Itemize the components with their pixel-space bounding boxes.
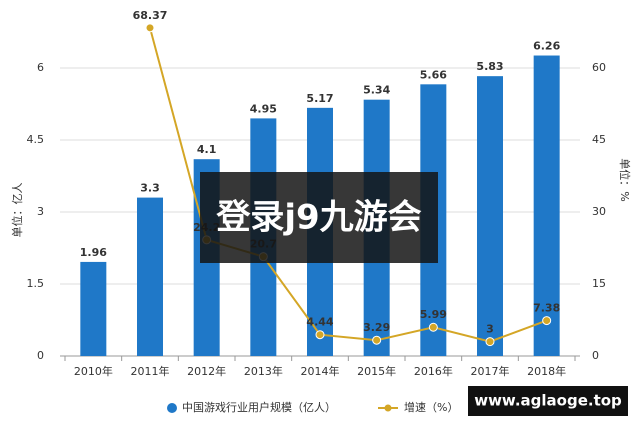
x-tick-label: 2016年 <box>414 364 453 378</box>
x-tick-label: 2014年 <box>301 364 340 378</box>
bar-label: 5.17 <box>306 92 333 105</box>
site-text: www.aglaoge.top <box>474 392 622 410</box>
y-axis-label: 单位：亿人 <box>10 183 24 238</box>
y2-tick-label: 30 <box>592 205 606 218</box>
legend-swatch <box>167 403 177 413</box>
y-tick-label: 1.5 <box>27 277 45 290</box>
bar-label: 5.66 <box>420 68 447 81</box>
x-tick-label: 2013年 <box>244 364 283 378</box>
growth-label: 3 <box>486 323 494 336</box>
y-tick-label: 0 <box>37 349 44 362</box>
growth-point <box>372 335 382 345</box>
legend-swatch <box>384 404 392 412</box>
bar <box>477 76 503 356</box>
x-tick-label: 2017年 <box>471 364 510 378</box>
growth-point <box>428 322 438 332</box>
banner-text: 登录j9九游会 <box>215 198 421 238</box>
legend-label: 增速（%） <box>404 400 458 414</box>
x-tick-label: 2012年 <box>187 364 226 378</box>
y-tick-label: 6 <box>37 61 44 74</box>
y-tick-label: 3 <box>37 205 44 218</box>
growth-label: 5.99 <box>420 308 447 321</box>
bar-label: 1.96 <box>80 246 107 259</box>
bar-label: 5.83 <box>476 60 503 73</box>
bar-label: 3.3 <box>140 182 160 195</box>
y2-tick-label: 60 <box>592 61 606 74</box>
bar-label: 5.34 <box>363 84 390 97</box>
y-tick-label: 4.5 <box>27 133 45 146</box>
bar-label: 4.1 <box>197 143 217 156</box>
y2-axis-label: 单位：% <box>618 158 632 201</box>
bar <box>533 55 560 357</box>
y2-tick-label: 0 <box>592 349 599 362</box>
bar <box>80 261 107 356</box>
growth-point <box>542 316 552 326</box>
bar-label: 4.95 <box>250 102 277 115</box>
x-tick-label: 2015年 <box>357 364 396 378</box>
growth-label: 4.44 <box>306 316 333 329</box>
site-box <box>468 386 628 416</box>
y2-tick-label: 45 <box>592 133 606 146</box>
growth-point <box>485 337 495 347</box>
x-tick-label: 2011年 <box>131 364 170 378</box>
banner-box <box>200 172 438 263</box>
legend-label: 中国游戏行业用户规模（亿人） <box>182 400 336 414</box>
growth-point <box>315 330 325 340</box>
growth-point <box>145 23 155 33</box>
growth-label: 68.37 <box>133 9 168 22</box>
y2-tick-label: 15 <box>592 277 606 290</box>
bar-label: 6.26 <box>533 40 560 53</box>
x-tick-label: 2010年 <box>74 364 113 378</box>
x-tick-label: 2018年 <box>527 364 566 378</box>
growth-label: 7.38 <box>533 302 560 315</box>
growth-label: 3.29 <box>363 321 390 334</box>
bar <box>137 197 163 356</box>
